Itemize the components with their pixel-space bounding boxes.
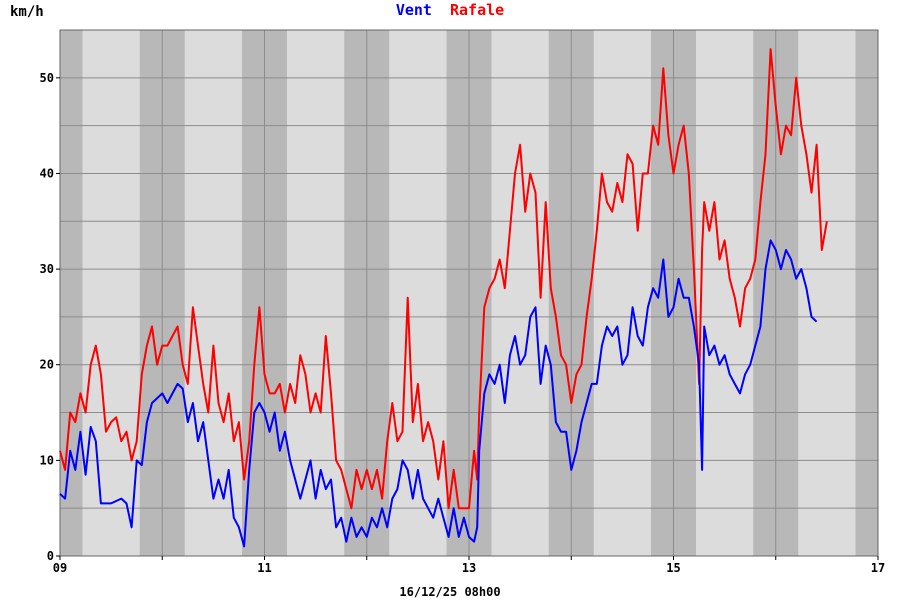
y-tick-label: 0	[47, 549, 54, 563]
series-lines	[59, 48, 828, 548]
x-axis: 09 11 13 15 17	[53, 556, 885, 575]
y-axis-label: km/h	[10, 4, 44, 20]
title-rafale: Rafale	[450, 1, 504, 19]
grid-lines	[60, 30, 878, 556]
x-tick-label: 17	[871, 561, 885, 575]
x-axis-label: 16/12/25 08h00	[399, 585, 500, 599]
night-band-8	[855, 30, 878, 556]
x-tick-label: 09	[53, 561, 67, 575]
series-line-rafale	[59, 48, 828, 510]
title-vent: Vent	[396, 1, 432, 19]
chart-title: Vent Rafale	[396, 1, 504, 19]
y-axis: 0 10 20 30 40 50	[40, 71, 60, 563]
y-tick-label: 30	[40, 262, 54, 276]
x-tick-label: 15	[666, 561, 680, 575]
y-tick-label: 40	[40, 166, 54, 180]
y-tick-label: 50	[40, 71, 54, 85]
series-line-vent	[59, 239, 818, 548]
y-tick-label: 20	[40, 358, 54, 372]
y-tick-label: 10	[40, 453, 54, 467]
x-tick-label: 11	[257, 561, 271, 575]
night-band-0	[60, 30, 83, 556]
x-tick-label: 13	[462, 561, 476, 575]
